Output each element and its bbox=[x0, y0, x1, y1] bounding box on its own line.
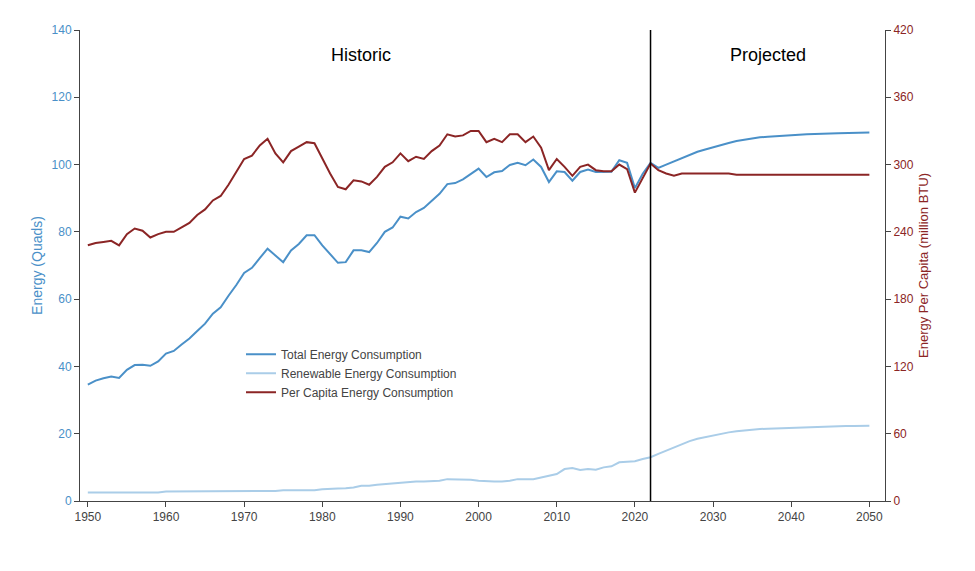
svg-text:140: 140 bbox=[52, 23, 72, 37]
svg-text:60: 60 bbox=[58, 292, 72, 306]
svg-text:0: 0 bbox=[65, 494, 72, 508]
svg-text:40: 40 bbox=[58, 360, 72, 374]
svg-text:2000: 2000 bbox=[465, 510, 492, 524]
svg-text:Historic: Historic bbox=[331, 45, 391, 65]
svg-text:1990: 1990 bbox=[387, 510, 414, 524]
svg-text:1970: 1970 bbox=[231, 510, 258, 524]
svg-text:Renewable Energy Consumption: Renewable Energy Consumption bbox=[281, 367, 456, 381]
svg-text:1960: 1960 bbox=[153, 510, 180, 524]
svg-text:2050: 2050 bbox=[856, 510, 883, 524]
svg-text:80: 80 bbox=[58, 225, 72, 239]
svg-text:420: 420 bbox=[893, 23, 913, 37]
svg-text:2010: 2010 bbox=[543, 510, 570, 524]
svg-text:20: 20 bbox=[58, 427, 72, 441]
svg-text:2020: 2020 bbox=[622, 510, 649, 524]
svg-text:180: 180 bbox=[893, 292, 913, 306]
svg-text:1950: 1950 bbox=[74, 510, 101, 524]
svg-text:2040: 2040 bbox=[778, 510, 805, 524]
svg-text:Total Energy Consumption: Total Energy Consumption bbox=[281, 348, 422, 362]
svg-text:120: 120 bbox=[52, 90, 72, 104]
svg-text:360: 360 bbox=[893, 90, 913, 104]
svg-text:100: 100 bbox=[52, 158, 72, 172]
svg-text:Energy Per Capita (million BTU: Energy Per Capita (million BTU) bbox=[916, 173, 931, 358]
svg-text:120: 120 bbox=[893, 360, 913, 374]
svg-text:Energy (Quads): Energy (Quads) bbox=[29, 216, 45, 315]
svg-text:60: 60 bbox=[893, 427, 907, 441]
svg-text:300: 300 bbox=[893, 158, 913, 172]
svg-text:Per Capita Energy Consumption: Per Capita Energy Consumption bbox=[281, 386, 453, 400]
svg-text:2030: 2030 bbox=[700, 510, 727, 524]
svg-text:Projected: Projected bbox=[730, 45, 806, 65]
svg-text:1980: 1980 bbox=[309, 510, 336, 524]
svg-text:0: 0 bbox=[893, 494, 900, 508]
svg-text:240: 240 bbox=[893, 225, 913, 239]
